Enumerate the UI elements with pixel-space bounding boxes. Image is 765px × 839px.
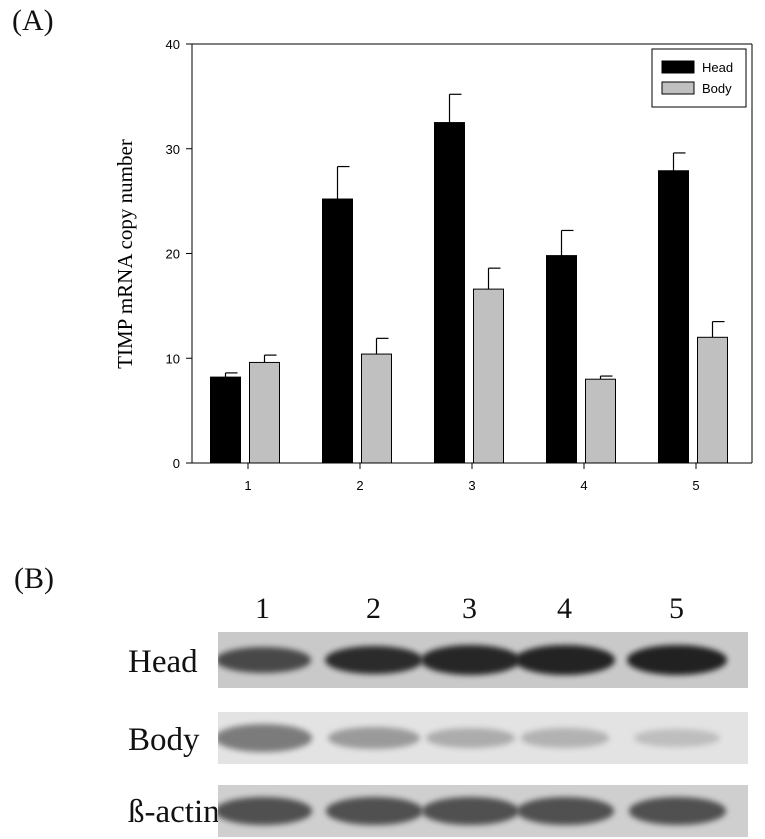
blot-band [218, 797, 312, 825]
blot-band [328, 726, 420, 750]
x-tick-label: 3 [468, 478, 475, 493]
blot-band [634, 729, 720, 747]
bar-chart: 0 10 20 30 40 TIMP mRNA copy number 1 2 3 4 5 Head B… [113, 37, 753, 493]
legend-entry-body: Body [702, 81, 732, 96]
x-tick-label: 2 [356, 478, 363, 493]
blot-strip [218, 632, 748, 688]
y-tick-label: 40 [166, 37, 180, 52]
blot-row-label: ß-actin [128, 794, 220, 830]
lane-number: 2 [366, 592, 381, 625]
lane-number: 5 [669, 592, 684, 625]
bar-body [249, 361, 280, 464]
blot-band [516, 797, 614, 825]
blot-band [324, 645, 424, 675]
blot-row-label: Head [128, 644, 198, 680]
bar-body [473, 288, 504, 464]
blot-band [521, 728, 609, 748]
y-tick-label: 0 [173, 456, 180, 471]
bar-head [434, 122, 465, 464]
lane-number: 4 [557, 592, 572, 625]
lane-number: 1 [255, 592, 270, 625]
x-tick-label: 1 [244, 478, 251, 493]
panel-a-label: (A) [12, 4, 54, 37]
blot-strip [218, 785, 748, 837]
legend-swatch-head [661, 60, 695, 74]
blot-row-label: Body [128, 722, 200, 758]
x-tick-label: 4 [580, 478, 587, 493]
y-axis-label: TIMP mRNA copy number [113, 139, 137, 369]
blot-strip [218, 712, 748, 764]
blot-band [515, 645, 615, 675]
bar-head [546, 255, 577, 464]
bar-body [697, 336, 728, 464]
blot-band [425, 727, 515, 749]
bar-head [210, 376, 241, 464]
legend-entry-head: Head [702, 60, 733, 75]
bar-head [658, 170, 689, 464]
y-tick-label: 20 [166, 247, 180, 262]
bar-head [322, 198, 353, 464]
bar-body [361, 353, 392, 464]
legend-box [651, 48, 747, 108]
legend-swatch-body [661, 81, 695, 95]
panel-b-label: (B) [14, 562, 54, 595]
x-tick-label: 5 [692, 478, 699, 493]
blot-band [628, 797, 726, 825]
blot-band [325, 797, 423, 825]
blot-band [420, 645, 520, 675]
y-tick-label: 30 [166, 142, 180, 157]
lane-number: 3 [462, 592, 477, 625]
y-tick-label: 10 [166, 351, 180, 366]
blot-band [627, 645, 727, 675]
bar-body [585, 378, 616, 464]
blot-band [421, 797, 519, 825]
blot-band [218, 647, 311, 673]
blot-band [218, 724, 312, 752]
